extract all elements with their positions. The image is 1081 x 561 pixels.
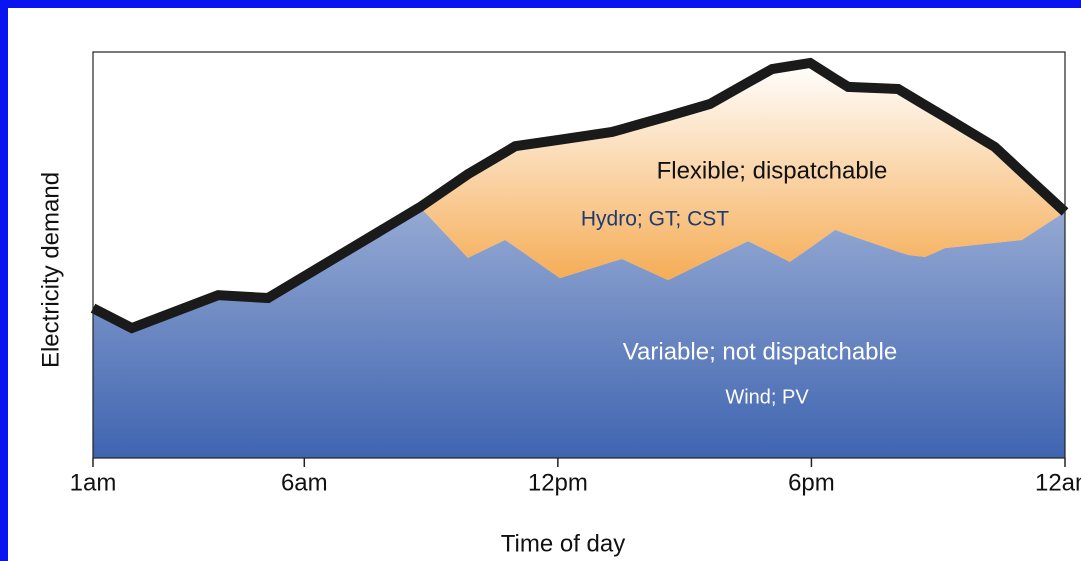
plot-frame xyxy=(92,51,1066,459)
x-tick-label: 12pm xyxy=(528,469,588,496)
y-axis-label: Electricity demand xyxy=(37,172,64,368)
x-tick-label: 6am xyxy=(281,469,328,496)
area-name: Variable; not dispatchable xyxy=(623,338,897,365)
x-tick-label: 1am xyxy=(70,469,117,496)
area xyxy=(93,62,1065,329)
area xyxy=(93,207,1065,458)
x-axis-label: Time of day xyxy=(501,530,626,557)
area-detail: Hydro; GT; CST xyxy=(581,208,729,231)
area-name: Flexible; dispatchable xyxy=(657,157,888,184)
x-tick-label: 12am xyxy=(1035,469,1081,496)
demand-outline xyxy=(90,57,1069,334)
area-detail: Wind; PV xyxy=(725,386,809,408)
x-tick-label: 6pm xyxy=(788,469,835,496)
